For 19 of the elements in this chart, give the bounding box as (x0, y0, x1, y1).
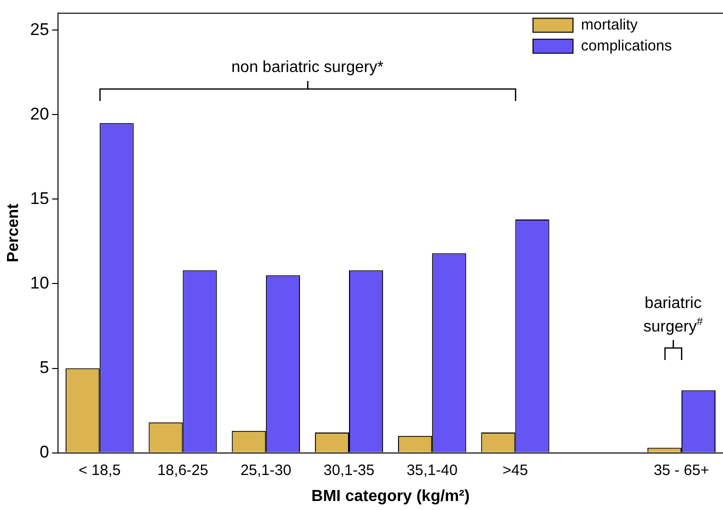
legend-label: mortality (581, 16, 638, 34)
y-tick-label: 10 (30, 273, 50, 292)
annotation: non bariatric surgery* (231, 58, 384, 78)
x-tick-label: 30,1-35 (324, 462, 374, 479)
x-tick-label: 35,1-40 (406, 462, 458, 479)
y-tick-label: 25 (30, 20, 50, 39)
x-tick-label: 25,1-30 (240, 462, 292, 479)
x-tick-label: < 18,5 (78, 462, 121, 479)
x-axis-title: BMI category (kg/m²) (311, 488, 470, 505)
y-tick-label: 0 (40, 442, 50, 462)
x-tick-label: 18,6-25 (157, 462, 208, 479)
y-tick-label: 15 (30, 188, 50, 208)
legend-label: complications (581, 37, 672, 54)
annotation: bariatric surgery$^{#}$ (642, 294, 704, 337)
y-tick-label: 20 (30, 104, 50, 124)
y-tick-label: 5 (40, 358, 50, 377)
x-tick-label: 35 - 65+ (654, 462, 710, 479)
x-tick-label: >45 (502, 462, 528, 479)
y-axis-title: Percent (5, 202, 22, 262)
